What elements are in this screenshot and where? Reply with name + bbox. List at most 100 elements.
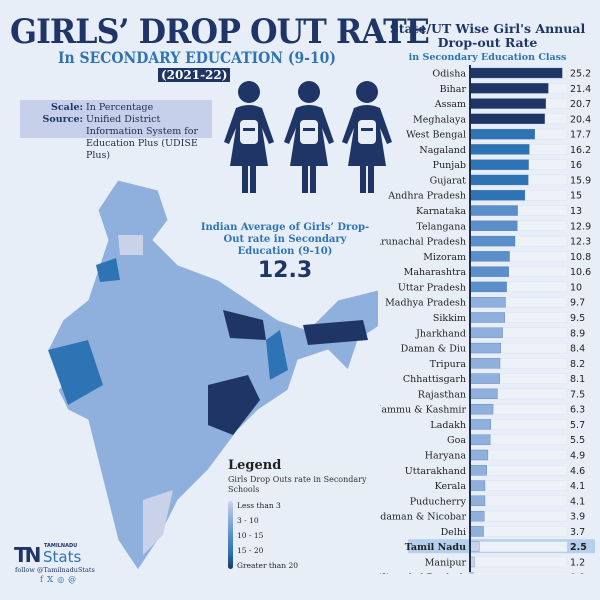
category-label: Madhya Pradesh — [385, 298, 466, 309]
data-label: 20.4 — [570, 114, 591, 125]
data-label: 7.5 — [570, 389, 585, 400]
category-label: Sikkim — [433, 313, 466, 324]
social-icons: f𝕏◎@ — [40, 575, 80, 584]
data-label: 13 — [570, 206, 582, 217]
data-label: 5.7 — [570, 420, 585, 431]
bar — [469, 266, 509, 277]
map-region-punjab — [96, 258, 120, 282]
bar — [469, 205, 518, 216]
bar — [469, 342, 501, 354]
map-region-assam — [303, 320, 368, 345]
india-map — [47, 179, 378, 571]
bar — [469, 98, 546, 109]
chart-title: State/UT Wise Girl's Annual Drop-out Rat… — [389, 21, 586, 50]
year-badge: (2021-22) — [158, 68, 231, 82]
bar-track — [469, 571, 568, 574]
data-label: 0.9 — [570, 573, 585, 574]
data-label: 16.2 — [570, 145, 591, 156]
bar — [469, 297, 506, 308]
category-label: Puducherry — [410, 496, 467, 507]
bar — [469, 388, 498, 400]
data-label: 17.7 — [570, 130, 591, 141]
girls-icons — [224, 81, 392, 193]
bar — [469, 281, 507, 293]
bar-track — [469, 556, 568, 568]
chart-subtitle: in Secondary Education Class — [408, 52, 567, 63]
bar — [469, 312, 505, 323]
data-label: 12.9 — [570, 221, 591, 232]
map-region-himachal — [118, 235, 143, 255]
data-label: 3.9 — [570, 512, 585, 523]
category-label: Odisha — [432, 69, 466, 80]
brand-logo: TN TAMILNADU Stats — [14, 543, 81, 567]
average-value: 12.3 — [257, 258, 313, 283]
brand-small: TAMILNADU — [44, 543, 78, 549]
data-label: 10 — [570, 282, 582, 293]
category-label: West Bengal — [406, 130, 466, 141]
bar — [469, 327, 503, 338]
category-label: Himachal Pradesh — [380, 573, 466, 574]
bar — [469, 434, 491, 445]
data-label: 25.2 — [570, 69, 591, 80]
bar — [469, 220, 518, 231]
data-label: 4.9 — [570, 451, 585, 462]
bar — [469, 419, 492, 430]
category-label: Goa — [447, 435, 466, 446]
bar — [469, 510, 485, 522]
category-label: Tripura — [430, 359, 467, 370]
category-label: Maharashtra — [404, 267, 467, 278]
brand-name: Stats — [43, 548, 82, 566]
legend-item: 3 - 10 — [237, 516, 259, 525]
category-label: Ladakh — [430, 420, 466, 431]
category-label: Telangana — [416, 221, 466, 232]
brand-logo-mark: TN — [14, 543, 41, 567]
data-label: 3.7 — [570, 527, 585, 538]
page-subtitle: In SECONDARY EDUCATION (9-10) — [58, 48, 336, 67]
bar — [469, 113, 545, 124]
data-label: 4.1 — [570, 481, 585, 492]
category-label: Meghalaya — [413, 114, 466, 125]
chart-axis-line — [469, 65, 471, 572]
category-label: Gujarat — [430, 175, 467, 186]
average-label: Indian Average of Girls’ Drop-Out rate i… — [200, 222, 370, 257]
source-value: Unified District Information System for … — [86, 114, 199, 161]
data-label: 8.4 — [570, 344, 585, 355]
data-label: 16 — [570, 160, 582, 171]
data-label: 10.8 — [570, 252, 591, 263]
bar — [469, 480, 486, 491]
category-label: Andhra Pradesh — [387, 191, 466, 202]
data-label: 21.4 — [570, 84, 591, 95]
x-icon[interactable]: 𝕏 — [46, 575, 58, 584]
legend-item: Greater than 20 — [237, 561, 298, 570]
bar-chart: Odisha 25.2 Bihar 21.4 Assam 20.7 Meghalaya 20.… — [380, 67, 595, 574]
category-label: Assam — [434, 99, 466, 110]
facebook-icon[interactable]: f — [40, 575, 47, 584]
data-label: 10.6 — [570, 267, 591, 278]
category-label: Tamil Nadu — [405, 542, 466, 553]
bar — [469, 526, 484, 537]
map-region-westbengal — [266, 330, 288, 380]
category-label: Daman & Diu — [401, 344, 466, 355]
bar — [469, 174, 529, 186]
scale-value: In Percentage — [86, 102, 154, 113]
map-region-bihar — [223, 310, 266, 340]
category-label: Jammu & Kashmir — [380, 405, 466, 416]
bar — [469, 128, 535, 140]
data-label: 15 — [570, 191, 582, 202]
bar — [469, 251, 510, 262]
data-label: 8.9 — [570, 328, 585, 339]
bar — [469, 404, 494, 415]
legend-item: 10 - 15 — [237, 531, 264, 540]
instagram-icon[interactable]: ◎ — [57, 575, 69, 584]
scale-label: Scale: — [51, 102, 83, 113]
data-label: 1.2 — [570, 557, 585, 568]
legend-item: Less than 3 — [237, 501, 281, 510]
info-box: Scale: In Percentage Source: Unified Distr… — [20, 100, 212, 161]
bar — [469, 358, 501, 369]
legend-description: Girls Drop Outs rate in Secondary School… — [228, 475, 367, 494]
bar — [469, 190, 526, 201]
category-label: Andaman & Nicobar — [380, 512, 466, 523]
threads-icon[interactable]: @ — [68, 575, 81, 584]
category-label: Manipur — [425, 557, 467, 568]
category-label: Jharkhand — [415, 328, 466, 339]
